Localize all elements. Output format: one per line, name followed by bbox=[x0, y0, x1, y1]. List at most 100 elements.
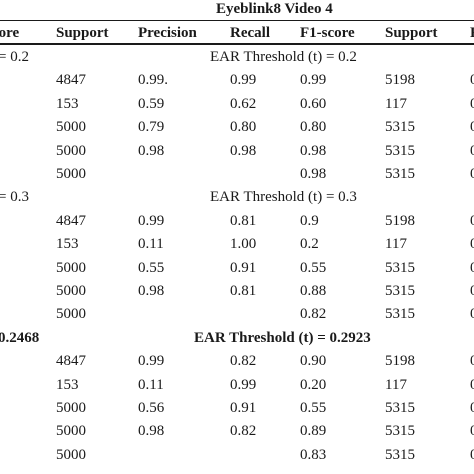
table-cell: 0 bbox=[470, 72, 474, 89]
table-cell: 0 bbox=[470, 119, 474, 136]
title-rule bbox=[0, 20, 474, 21]
table-cell: 0.62 bbox=[230, 95, 257, 112]
column-header: F bbox=[470, 24, 474, 42]
table-cell: 5315 bbox=[385, 259, 415, 276]
table-cell: 5000 bbox=[56, 119, 86, 136]
table-cell: 0.99 bbox=[138, 212, 165, 229]
table-cell: 5000 bbox=[56, 446, 86, 463]
table-cell: 0.2 bbox=[300, 236, 319, 253]
table-cell: 5315 bbox=[385, 446, 415, 463]
table-cell: 153 bbox=[56, 236, 79, 253]
section-left-label: = 0.3 bbox=[0, 189, 29, 206]
table-cell: 0 bbox=[470, 446, 474, 463]
table-cell: 0.11 bbox=[138, 376, 164, 393]
table-cell: 5315 bbox=[385, 142, 415, 159]
table-cell: 0.99 bbox=[230, 72, 257, 89]
column-header: Recall bbox=[230, 25, 270, 41]
column-header: Support bbox=[56, 25, 109, 41]
table-cell: 0.91 bbox=[230, 400, 257, 416]
table-cell: 153 bbox=[56, 376, 79, 393]
table-cell: 153 bbox=[56, 95, 79, 112]
table-cell: 0.79 bbox=[138, 119, 165, 136]
table-cell: 0.98 bbox=[138, 283, 165, 299]
table-cell: 0 bbox=[470, 423, 474, 440]
table-cell: 0 bbox=[470, 376, 474, 393]
table-cell: 5315 bbox=[385, 283, 415, 299]
table-cell: 0.98 bbox=[138, 142, 165, 159]
table-cell: 0.99 bbox=[138, 353, 165, 370]
table-cell: 0.11 bbox=[138, 236, 164, 253]
table-cell: 5315 bbox=[385, 119, 415, 136]
table-cell: 0.99 bbox=[230, 376, 257, 393]
column-header: Support bbox=[385, 25, 438, 41]
table-cell: 5000 bbox=[56, 306, 86, 323]
table-cell: 0.82 bbox=[230, 353, 257, 370]
table-cell: 5000 bbox=[56, 283, 86, 299]
table-cell: 0 bbox=[470, 142, 474, 159]
table-cell: 0 bbox=[470, 259, 474, 276]
table-cell: 0.55 bbox=[300, 400, 327, 416]
table-cell: 0 bbox=[470, 353, 474, 370]
table-cell: 0.82 bbox=[300, 306, 327, 323]
table-cell: 0 bbox=[470, 95, 474, 112]
table-cell: 0.56 bbox=[138, 400, 165, 416]
table-cell: 0 bbox=[470, 283, 474, 299]
table-cell: 0 bbox=[470, 236, 474, 253]
table-cell: 4847 bbox=[56, 212, 86, 229]
table-cell: 0.82 bbox=[230, 423, 257, 440]
table-cell: 5315 bbox=[385, 400, 415, 416]
table-cell: 0.80 bbox=[300, 119, 327, 136]
table-cell: 0 bbox=[470, 306, 474, 323]
section-left-label: = 0.2 bbox=[0, 49, 29, 65]
section-title: EAR Threshold (t) = 0.2 bbox=[210, 49, 357, 65]
table-cell: 0.99. bbox=[138, 72, 168, 89]
header-rule-top bbox=[0, 43, 474, 44]
table-cell: 0.20 bbox=[300, 376, 327, 393]
table-cell: 0 bbox=[470, 400, 474, 416]
section-left-label: 0.2468 bbox=[0, 329, 40, 346]
table-cell: 0.98 bbox=[300, 142, 327, 159]
table-cell: 5315 bbox=[385, 306, 415, 323]
table-cell: 0.88 bbox=[300, 283, 327, 299]
table-cell: 5315 bbox=[385, 423, 415, 440]
column-header: F1-score bbox=[300, 25, 355, 41]
table-cell: 117 bbox=[385, 376, 407, 393]
table-cell: 0.98 bbox=[138, 423, 165, 440]
table-cell: 0.98 bbox=[230, 142, 257, 159]
table-cell: 4847 bbox=[56, 72, 86, 89]
table-cell: 0.59 bbox=[138, 95, 165, 112]
table-cell: 5198 bbox=[385, 72, 415, 89]
table-cell: 5198 bbox=[385, 212, 415, 229]
table-cell: 0.90 bbox=[300, 353, 327, 370]
table-cell: 5000 bbox=[56, 166, 86, 182]
table-cell: 0.55 bbox=[138, 259, 165, 276]
table-cell: 4847 bbox=[56, 353, 86, 370]
table-cell: 5000 bbox=[56, 259, 86, 276]
table-cell: 0.81 bbox=[230, 283, 257, 299]
table-cell: 0.55 bbox=[300, 259, 327, 276]
table-cell: 0.81 bbox=[230, 212, 257, 229]
column-header: core bbox=[0, 25, 20, 41]
table-cell: 0.83 bbox=[300, 446, 327, 463]
table-title: Eyeblink8 Video 4 bbox=[216, 1, 333, 17]
table-cell: 0 bbox=[470, 166, 474, 182]
header-rule-bottom bbox=[0, 44, 474, 45]
table-cell: 0.80 bbox=[230, 119, 257, 136]
table-cell: 0.89 bbox=[300, 423, 327, 440]
table-cell: 0.9 bbox=[300, 212, 319, 229]
table-cell: 5000 bbox=[56, 423, 86, 440]
section-title: EAR Threshold (t) = 0.2923 bbox=[194, 329, 371, 346]
table-cell: 117 bbox=[385, 236, 407, 253]
table-cell: 5198 bbox=[385, 353, 415, 370]
table-cell: 0.99 bbox=[300, 72, 327, 89]
table-cell: 5315 bbox=[385, 166, 415, 182]
table-cell: 0.91 bbox=[230, 259, 257, 276]
table-cell: 0 bbox=[470, 212, 474, 229]
table-cell: 0.60 bbox=[300, 95, 327, 112]
table-cell: 5000 bbox=[56, 142, 86, 159]
column-header: Precision bbox=[138, 25, 197, 41]
section-title: EAR Threshold (t) = 0.3 bbox=[210, 189, 357, 206]
table-cell: 1.00 bbox=[230, 236, 257, 253]
table-cell: 5000 bbox=[56, 400, 86, 416]
table-cell: 117 bbox=[385, 95, 407, 112]
